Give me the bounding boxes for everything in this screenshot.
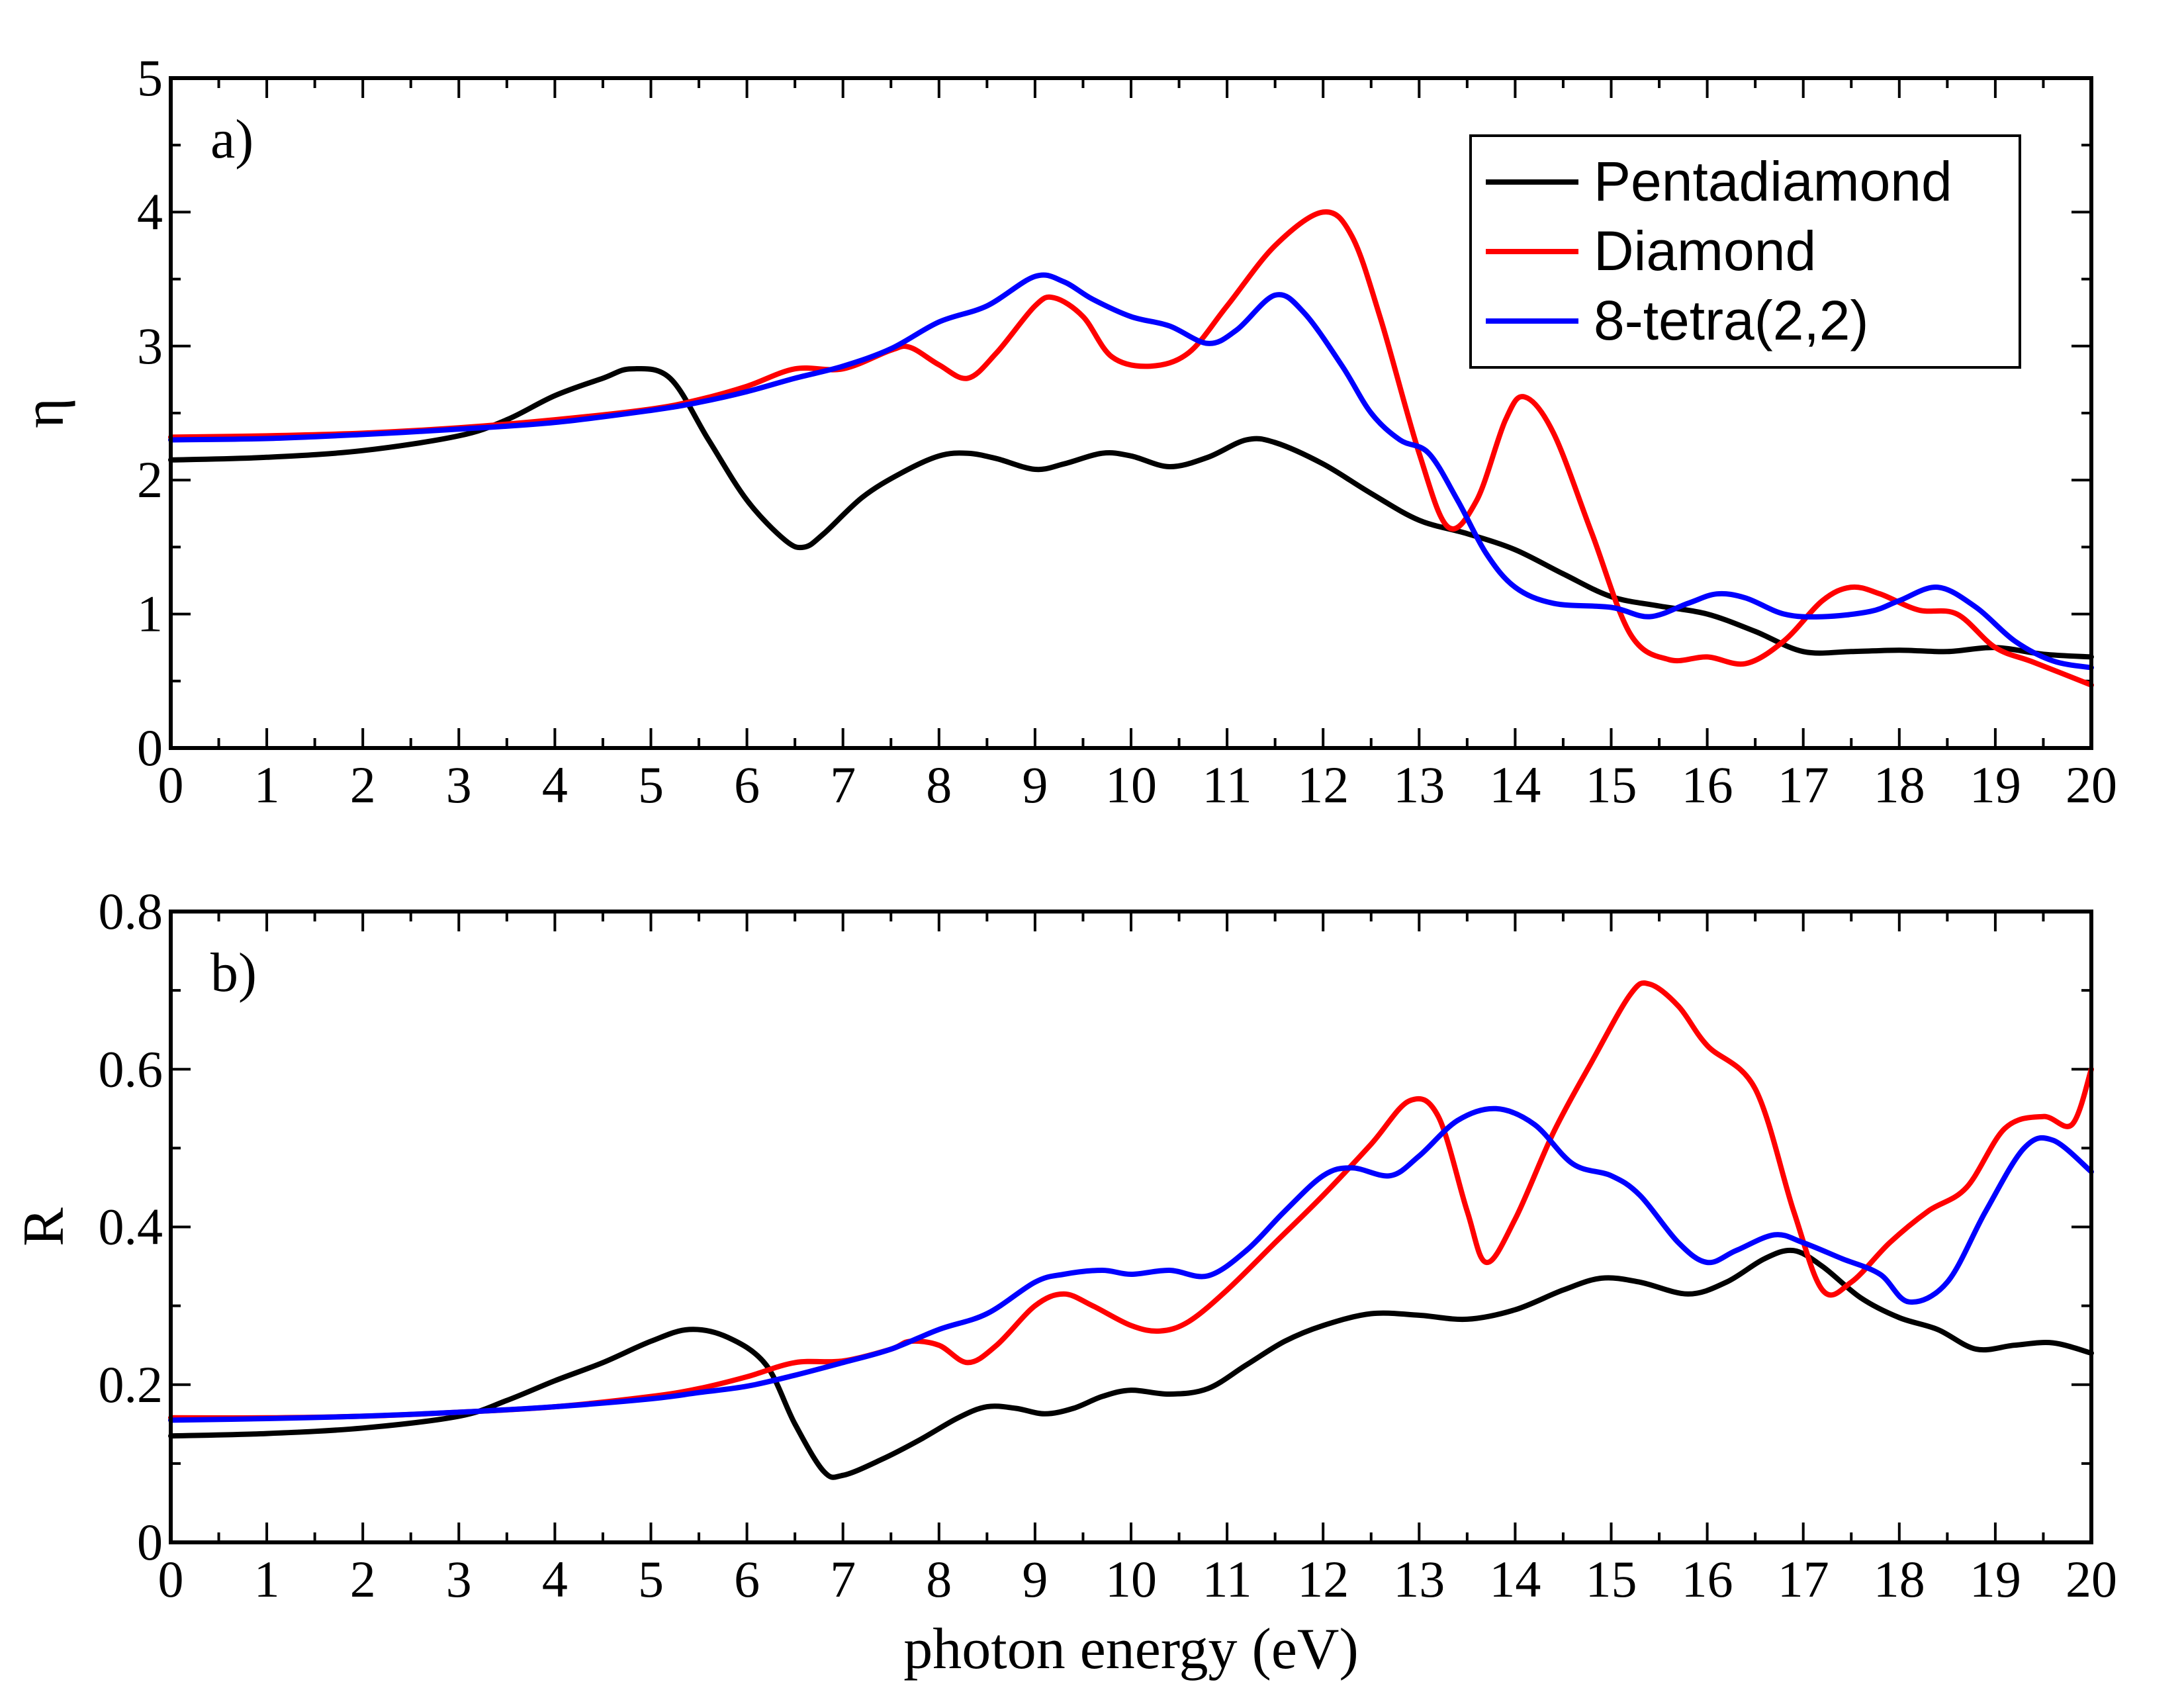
y-tick-label: 0.8 — [99, 882, 163, 940]
x-tick-label: 17 — [1778, 1550, 1829, 1608]
x-tick-label: 4 — [542, 1550, 568, 1608]
x-tick-label: 18 — [1874, 756, 1925, 814]
y-tick-label: 3 — [137, 317, 163, 375]
x-axis-label: photon energy (eV) — [903, 1617, 1359, 1681]
x-tick-label: 13 — [1393, 1550, 1445, 1608]
x-tick-label: 15 — [1586, 756, 1637, 814]
x-tick-label: 13 — [1393, 756, 1445, 814]
x-tick-label: 12 — [1297, 756, 1349, 814]
y-tick-label: 2 — [137, 451, 163, 508]
panel-b-ticks — [169, 910, 2093, 1544]
x-tick-label: 19 — [1970, 756, 2021, 814]
x-tick-label: 14 — [1489, 1550, 1541, 1608]
x-tick-label: 2 — [350, 1550, 376, 1608]
x-tick-label: 8 — [926, 756, 952, 814]
x-tick-label: 7 — [830, 1550, 856, 1608]
legend-entry-pentadiamond: Pentadiamond — [1486, 150, 1952, 212]
x-tick-label: 12 — [1297, 1550, 1349, 1608]
y-tick-label: 5 — [137, 49, 163, 107]
x-tick-label: 10 — [1105, 756, 1157, 814]
x-tick-label: 4 — [542, 756, 568, 814]
panel-b-y-axis-label: R — [12, 1207, 76, 1246]
x-tick-label: 2 — [350, 756, 376, 814]
x-tick-label: 3 — [446, 756, 472, 814]
panel-b-frame — [169, 910, 2093, 1544]
panel-a-frame — [169, 76, 2093, 750]
series-line-diamond — [168, 209, 2094, 688]
series-line-pentadiamond — [168, 1247, 2094, 1480]
x-tick-label: 0 — [158, 756, 184, 814]
panel-a-series — [168, 209, 2094, 688]
panel-b-tick-labels: 0 1 2 3 4 5 6 7 8 9 10 11 12 13 14 15 16 17 18 19 2000.20.40… — [99, 882, 2118, 1608]
x-tick-label: 0 — [158, 1550, 184, 1608]
series-line-8-tetra-2-2 — [168, 272, 2094, 671]
x-tick-label: 5 — [638, 1550, 664, 1608]
y-tick-label: 0 — [137, 1513, 163, 1571]
y-tick-label: 1 — [137, 585, 163, 643]
x-tick-label: 18 — [1874, 1550, 1925, 1608]
x-tick-label: 10 — [1105, 1550, 1157, 1608]
legend-entry-diamond: Diamond — [1486, 220, 1816, 282]
series-line-diamond — [168, 980, 2094, 1421]
series-line-pentadiamond — [168, 365, 2094, 660]
panel-b-reflectivity: 0 1 2 3 4 5 6 7 8 9 10 11 12 13 14 15 16 17 18 19 2000.20.40… — [12, 882, 2117, 1681]
x-tick-label: 9 — [1022, 756, 1048, 814]
x-tick-label: 11 — [1203, 756, 1252, 814]
x-tick-label: 1 — [254, 756, 280, 814]
x-tick-label: 5 — [638, 756, 664, 814]
x-tick-label: 17 — [1778, 756, 1829, 814]
y-tick-label: 4 — [137, 183, 163, 240]
legend-entry-8-tetra: 8-tetra(2,2) — [1486, 289, 1869, 352]
x-tick-label: 3 — [446, 1550, 472, 1608]
legend-label-8-tetra: 8-tetra(2,2) — [1594, 289, 1869, 352]
panel-a-label: a) — [210, 109, 253, 170]
panel-b-series — [168, 980, 2094, 1480]
y-tick-label: 0 — [137, 719, 163, 776]
y-tick-label: 0.6 — [99, 1040, 163, 1098]
x-tick-label: 14 — [1489, 756, 1541, 814]
x-tick-label: 9 — [1022, 1550, 1048, 1608]
x-tick-label: 20 — [2066, 756, 2117, 814]
x-tick-label: 19 — [1970, 1550, 2021, 1608]
y-tick-label: 0.2 — [99, 1356, 163, 1413]
x-tick-label: 7 — [830, 756, 856, 814]
series-line-8-tetra-2-2 — [168, 1105, 2094, 1423]
x-tick-label: 20 — [2066, 1550, 2117, 1608]
panel-a-y-axis-label: η — [12, 398, 76, 428]
legend: Pentadiamond Diamond 8-tetra(2,2) — [1469, 134, 2021, 369]
panel-b-label: b) — [210, 942, 257, 1004]
x-tick-label: 15 — [1586, 1550, 1637, 1608]
legend-label-diamond: Diamond — [1594, 220, 1816, 282]
x-tick-label: 1 — [254, 1550, 280, 1608]
x-tick-label: 6 — [734, 1550, 760, 1608]
x-tick-label: 11 — [1203, 1550, 1252, 1608]
x-tick-label: 6 — [734, 756, 760, 814]
x-tick-label: 16 — [1682, 756, 1733, 814]
x-tick-label: 8 — [926, 1550, 952, 1608]
x-tick-label: 16 — [1682, 1550, 1733, 1608]
y-tick-label: 0.4 — [99, 1198, 163, 1256]
legend-label-pentadiamond: Pentadiamond — [1594, 150, 1952, 212]
